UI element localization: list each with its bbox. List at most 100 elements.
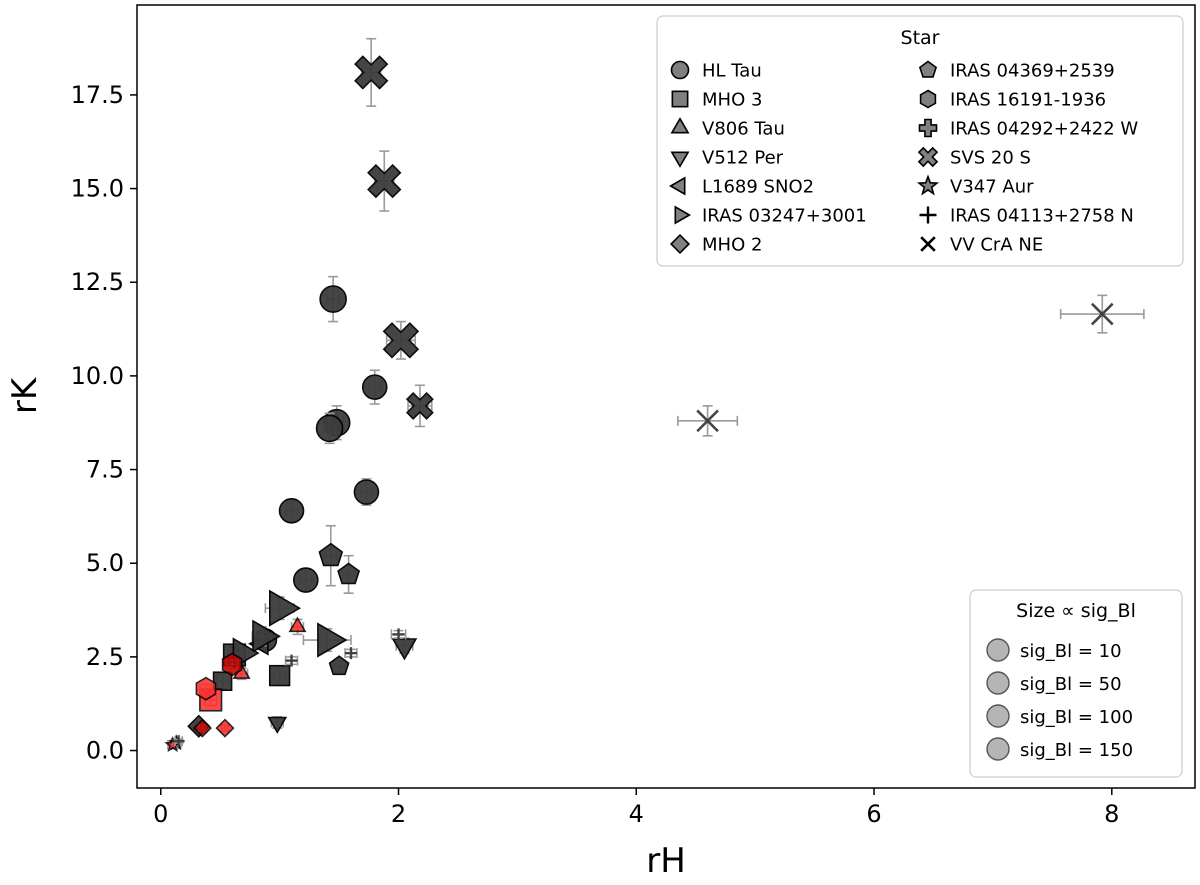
data-point-svs-20-s-29: [354, 37, 389, 107]
marker-iras-03247-3001: [268, 589, 302, 627]
data-point-iras-16191-1936-27: [195, 676, 217, 701]
marker-iras-04369-2539: [337, 562, 361, 585]
legend-marker-iras-16191-1936: [919, 89, 937, 109]
marker-iras-04369-2539: [318, 542, 344, 567]
size-legend-marker: [986, 737, 1010, 761]
legend-marker-l1689-sno2: [668, 176, 686, 196]
y-tick-label: 15.0: [71, 175, 124, 203]
legend-marker-mho-2: [669, 233, 691, 255]
y-axis-label: rK: [5, 376, 45, 414]
legend-entry-iras-04113-2758-n: IRAS 04113+2758 N: [919, 206, 1134, 227]
legend-marker-mho-3: [671, 90, 689, 108]
legend-entry-v347-aur: V347 Aur: [916, 174, 1034, 198]
x-tick-label: 4: [629, 800, 644, 828]
marker-hl-tau: [319, 285, 347, 313]
legend-star-frame: [656, 15, 1184, 267]
data-point-iras-04113-2758-n-35: [390, 628, 407, 641]
data-point-hl-tau-0: [319, 275, 347, 323]
legend-marker-iras-04113-2758-n: [919, 206, 937, 224]
legend-label: HL Tau: [702, 61, 762, 82]
data-point-mho-2-23: [215, 718, 235, 738]
legend-label: VV CrA NE: [950, 235, 1043, 256]
marker-iras-16191-1936: [221, 652, 243, 677]
legend-star-title: Star: [901, 27, 940, 49]
legend-label: V806 Tau: [702, 119, 785, 140]
marker-v512-per: [267, 716, 288, 734]
size-legend-label: sig_Bl = 100: [1020, 707, 1133, 728]
y-tick-label: 7.5: [86, 456, 124, 484]
data-point-mho-2-22: [192, 718, 212, 738]
legend-label: V512 Per: [702, 148, 784, 169]
legend-entry-l1689-sno2: L1689 SNO2: [668, 176, 814, 198]
marker-v806-tau: [288, 616, 307, 633]
size-legend-entry: sig_Bl = 10: [986, 638, 1122, 662]
legend-entry-vv-cra-ne: VV CrA NE: [920, 235, 1043, 256]
marker-iras-04369-2539: [328, 655, 350, 676]
data-point-mho-3-10: [268, 664, 291, 687]
data-point-iras-04113-2758-n-36: [284, 654, 299, 667]
legend-marker-v806-tau: [670, 117, 690, 134]
marker-hl-tau: [361, 374, 388, 400]
x-tick-label: 2: [391, 800, 406, 828]
data-point-hl-tau-5: [278, 497, 305, 524]
x-tick-label: 6: [866, 800, 881, 828]
marker-iras-16191-1936: [195, 676, 217, 701]
marker-iras-03247-3001: [317, 622, 348, 658]
legend-star: Star HL Tau MHO 3 V806 Tau V512 Per L1689 SN…: [656, 15, 1184, 267]
size-legend-entry: sig_Bl = 100: [986, 704, 1133, 728]
data-point-iras-16191-1936-28: [221, 652, 243, 677]
legend-marker-v347-aur: [916, 174, 940, 196]
marker-svs-20-s: [382, 322, 420, 359]
y-tick-label: 2.5: [86, 643, 124, 671]
size-legend-entry: sig_Bl = 50: [986, 671, 1122, 695]
data-point-iras-04113-2758-n-37: [344, 647, 358, 660]
marker-svs-20-s: [367, 163, 402, 199]
marker-mho-3: [268, 664, 291, 687]
data-point-iras-04113-2758-n-38: [172, 735, 185, 748]
marker-v512-per: [391, 638, 418, 661]
legend-label: IRAS 04113+2758 N: [950, 206, 1134, 227]
y-tick-label: 17.5: [71, 81, 124, 109]
legend-label: IRAS 16191-1936: [950, 90, 1106, 111]
marker-mho-2: [192, 718, 212, 738]
data-point-svs-20-s-32: [405, 384, 434, 428]
legend-entry-iras-04292-2422-w: IRAS 04292+2422 W: [918, 119, 1138, 140]
data-point-v806-tau-12: [288, 616, 307, 636]
legend-label: MHO 2: [702, 235, 762, 256]
legend-entry-v512-per: V512 Per: [670, 148, 784, 169]
marker-iras-04113-2758-n: [285, 654, 298, 667]
marker-iras-04113-2758-n: [172, 735, 185, 748]
legend-marker-iras-03247-3001: [674, 205, 692, 225]
data-point-hl-tau-4: [353, 478, 380, 506]
y-tick-label: 12.5: [71, 268, 124, 296]
legend-marker-svs-20-s: [917, 146, 939, 168]
legend-entry-mho-3: MHO 3: [671, 90, 762, 111]
marker-iras-04113-2758-n: [344, 647, 357, 660]
marker-svs-20-s: [354, 55, 389, 90]
legend-marker-vv-cra-ne: [920, 236, 936, 252]
legend-entry-svs-20-s: SVS 20 S: [917, 146, 1031, 169]
marker-hl-tau: [278, 497, 305, 524]
legend-entry-iras-04369-2539: IRAS 04369+2539: [918, 61, 1115, 82]
data-point-iras-04369-2539-24: [318, 524, 344, 587]
legend-size: Size ∝ sig_Bl sig_Bl = 10 sig_Bl = 50 sig_…: [969, 589, 1183, 778]
data-point-v512-per-15: [267, 716, 288, 734]
data-point-iras-03247-3001-18: [302, 622, 352, 658]
x-tick-label: 8: [1104, 800, 1119, 828]
legend-label: L1689 SNO2: [702, 177, 814, 198]
legend-entry-mho-2: MHO 2: [669, 233, 762, 256]
legend-size-frame: [969, 589, 1183, 778]
size-legend-marker: [986, 671, 1010, 695]
data-point-hl-tau-1: [361, 369, 388, 405]
data-point-hl-tau-6: [293, 567, 319, 593]
plot-area: [164, 37, 1145, 753]
legend-entry-iras-16191-1936: IRAS 16191-1936: [919, 89, 1106, 111]
data-point-vv-cra-ne-40: [1059, 294, 1145, 334]
marker-hl-tau: [293, 567, 319, 593]
marker-hl-tau: [353, 479, 380, 505]
data-point-iras-04369-2539-25: [337, 554, 361, 594]
size-legend-marker: [986, 638, 1010, 662]
legend-label: IRAS 04369+2539: [950, 61, 1115, 82]
legend-entry-iras-03247-3001: IRAS 03247+3001: [674, 205, 867, 227]
